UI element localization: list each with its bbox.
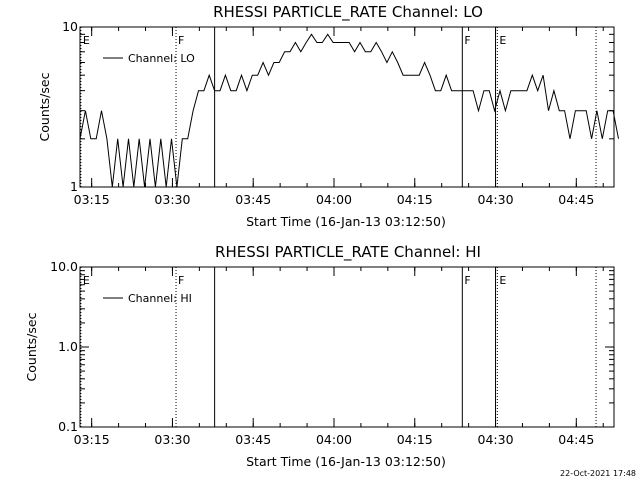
series-line [79, 33, 619, 188]
panel-hi-xlabel: Start Time (16-Jan-13 03:12:50) [246, 454, 446, 469]
legend-label-lo: Channel: LO [128, 52, 195, 65]
panel-lo-ylabel: Counts/sec [37, 72, 52, 141]
x-tick-label: 03:45 [235, 432, 271, 447]
panel-lo-x-ticks: 03:15 03:30 03:45 04:00 04:15 04:30 04:45 [74, 27, 604, 207]
x-tick-label: 03:15 [74, 432, 110, 447]
x-tick-label: 03:15 [74, 192, 110, 207]
panel-lo-legend: Channel: LO [103, 52, 195, 65]
marker-label: E [83, 34, 90, 47]
x-tick-label: 04:00 [316, 192, 352, 207]
panel-lo-y-ticks: 1 10 [62, 19, 614, 194]
panel-lo-xlabel: Start Time (16-Jan-13 03:12:50) [246, 214, 446, 229]
panel-lo-frame [79, 26, 615, 188]
panel-lo-series [79, 33, 619, 188]
panel-hi-y-ticks: 0.1 1.0 10.0 [50, 259, 614, 434]
marker-label: F [178, 34, 184, 47]
marker-label: F [178, 274, 184, 287]
x-tick-label: 03:30 [154, 432, 190, 447]
y-tick-label: 10.0 [50, 259, 78, 274]
x-tick-label: 04:15 [397, 192, 433, 207]
panel-hi-frame [79, 266, 615, 428]
marker-label: E [499, 274, 506, 287]
legend-label-hi: Channel: HI [128, 292, 192, 305]
y-tick-label: 10 [62, 19, 78, 34]
panel-lo: RHESSI PARTICLE_RATE Channel: LO 1 10 03:… [37, 3, 619, 229]
x-tick-label: 04:45 [558, 432, 594, 447]
y-tick-label: 1 [70, 179, 78, 194]
timestamp-label: 22-Oct-2021 17:48 [560, 469, 636, 478]
x-tick-label: 03:30 [154, 192, 190, 207]
panel-hi-title: RHESSI PARTICLE_RATE Channel: HI [215, 243, 481, 262]
x-tick-label: 04:30 [478, 432, 514, 447]
x-tick-label: 04:00 [316, 432, 352, 447]
panel-hi-ylabel: Counts/sec [24, 312, 39, 381]
x-tick-label: 03:45 [235, 192, 271, 207]
panel-hi-x-ticks: 03:15 03:30 03:45 04:00 04:15 04:30 04:45 [74, 267, 604, 447]
x-tick-label: 04:45 [558, 192, 594, 207]
panel-hi-legend: Channel: HI [103, 292, 192, 305]
marker-label: F [464, 274, 470, 287]
marker-label: E [499, 34, 506, 47]
x-tick-label: 04:15 [397, 432, 433, 447]
y-tick-label: 1.0 [58, 339, 78, 354]
panel-lo-title: RHESSI PARTICLE_RATE Channel: LO [213, 3, 483, 22]
marker-label: E [83, 274, 90, 287]
panel-hi: RHESSI PARTICLE_RATE Channel: HI 0.1 1.0 1… [24, 243, 615, 469]
marker-label: F [464, 34, 470, 47]
x-tick-label: 04:30 [478, 192, 514, 207]
y-tick-label: 0.1 [58, 419, 78, 434]
